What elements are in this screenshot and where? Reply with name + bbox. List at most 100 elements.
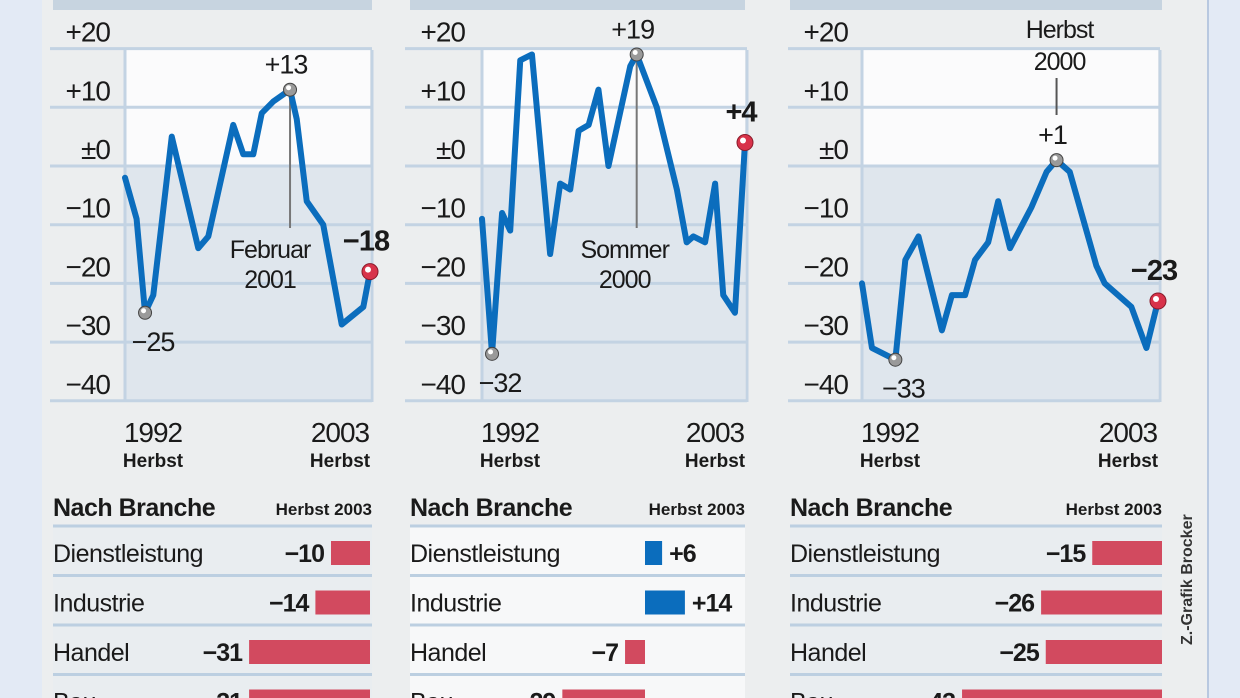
x-start-year: 1992 xyxy=(861,417,920,448)
panel-title-strip xyxy=(410,0,745,10)
x-start-year: 1992 xyxy=(481,417,540,448)
branch-row: Industrie −14 xyxy=(53,574,372,626)
peak-label: +19 xyxy=(611,14,654,44)
marker-highlight xyxy=(1052,155,1058,161)
branch-row: Handel −25 xyxy=(790,623,1162,675)
branch-value: −25 xyxy=(999,639,1040,667)
row-background xyxy=(53,527,372,576)
min-label: −33 xyxy=(882,374,925,404)
panel-3: +20 +10 ±0 −10 −20 −30 −40 1992 Herbst 2003 Herbst… xyxy=(788,0,1179,698)
y-tick-label: −20 xyxy=(66,251,111,282)
y-tick-label: ±0 xyxy=(81,134,110,165)
x-end-season: Herbst xyxy=(310,451,371,472)
branch-value: −10 xyxy=(285,540,325,568)
callout-label: Sommer xyxy=(580,236,669,264)
branch-value: −43 xyxy=(916,689,956,698)
branch-label: Bau xyxy=(53,689,96,698)
y-tick-label: −40 xyxy=(421,369,466,400)
branch-label: Dienstleistung xyxy=(53,540,203,568)
callout-label: 2000 xyxy=(599,266,651,294)
branch-label: Bau xyxy=(410,689,453,698)
y-tick-label: ±0 xyxy=(819,134,848,165)
y-tick-label: −30 xyxy=(421,310,466,341)
branch-bar xyxy=(249,640,370,664)
marker-highlight xyxy=(141,308,147,314)
x-end-season: Herbst xyxy=(1098,451,1159,472)
branch-bar xyxy=(1045,640,1162,664)
marker-highlight xyxy=(891,355,897,361)
branch-label: Industrie xyxy=(790,590,881,618)
branch-row: Bau −29 xyxy=(410,673,745,698)
branch-table: Nach Branche Herbst 2003 Dienstleistung +6 I… xyxy=(410,494,745,698)
end-label: +4 xyxy=(725,97,757,129)
panel-2: +20 +10 ±0 −10 −20 −30 −40 1992 Herbst 2003 Herbst… xyxy=(405,0,758,698)
peak-label: +1 xyxy=(1038,120,1067,150)
branch-label: Dienstleistung xyxy=(410,540,560,568)
branch-bar xyxy=(962,689,1162,698)
y-tick-label: −40 xyxy=(66,369,111,400)
x-start-season: Herbst xyxy=(123,451,184,472)
min-label: −32 xyxy=(479,368,522,398)
marker-highlight xyxy=(488,349,494,355)
branch-value: −31 xyxy=(203,689,244,698)
branch-row: Industrie −26 xyxy=(790,574,1162,626)
y-tick-label: −30 xyxy=(66,310,111,341)
row-background xyxy=(410,527,745,576)
y-tick-label: +20 xyxy=(66,17,111,48)
series-line xyxy=(479,51,748,357)
callout-label: 2001 xyxy=(244,266,296,294)
branch-label: Industrie xyxy=(410,590,501,618)
y-tick-label: −40 xyxy=(804,369,849,400)
y-tick-label: −10 xyxy=(421,193,466,224)
y-tick-label: −20 xyxy=(804,251,849,282)
callout-label: Herbst xyxy=(1026,16,1095,44)
branch-bar xyxy=(625,640,645,664)
branch-bar xyxy=(1041,590,1162,615)
branch-table-title: Nach Branche xyxy=(790,494,953,522)
branch-table-period: Herbst 2003 xyxy=(276,500,372,519)
row-background xyxy=(410,576,745,626)
branch-value: −7 xyxy=(592,639,619,667)
x-start-season: Herbst xyxy=(480,451,541,472)
branch-bar xyxy=(1092,541,1162,565)
branch-label: Bau xyxy=(790,689,833,698)
branch-bar xyxy=(315,590,370,615)
marker-highlight xyxy=(1153,296,1159,303)
branch-table-title: Nach Branche xyxy=(53,494,216,522)
branch-table: Nach Branche Herbst 2003 Dienstleistung −10… xyxy=(53,494,372,698)
branch-row: Industrie +14 xyxy=(410,574,745,626)
marker-highlight xyxy=(286,85,292,91)
end-label: −23 xyxy=(1131,255,1178,287)
branch-row: Handel −7 xyxy=(410,623,745,675)
branch-label: Industrie xyxy=(53,590,144,618)
branch-bar xyxy=(331,541,370,565)
branch-bar xyxy=(249,689,370,698)
y-tick-label: +10 xyxy=(421,75,466,106)
y-tick-label: +10 xyxy=(66,75,111,106)
panel-title-strip xyxy=(53,0,372,10)
branch-table: Nach Branche Herbst 2003 Dienstleistung −15… xyxy=(790,494,1162,698)
branch-label: Handel xyxy=(410,639,486,667)
y-tick-label: +10 xyxy=(804,75,849,106)
marker-highlight xyxy=(365,266,371,273)
y-tick-label: −10 xyxy=(66,193,111,224)
y-tick-label: −10 xyxy=(804,193,849,224)
row-background xyxy=(410,626,745,675)
branch-value: +6 xyxy=(669,540,696,568)
branch-bar xyxy=(562,689,645,698)
callout-label: 2000 xyxy=(1034,48,1086,76)
y-tick-label: +20 xyxy=(804,17,849,48)
right-margin xyxy=(1208,0,1240,698)
min-label: −25 xyxy=(132,327,175,357)
branch-row: Dienstleistung −15 xyxy=(790,524,1162,576)
end-label: −18 xyxy=(343,226,390,258)
branch-row: Dienstleistung +6 xyxy=(410,524,745,576)
branch-row: Handel −31 xyxy=(53,623,372,675)
x-end-season: Herbst xyxy=(685,451,746,472)
marker-highlight xyxy=(632,49,638,55)
x-start-season: Herbst xyxy=(860,451,921,472)
branch-label: Handel xyxy=(53,639,129,667)
branch-row: Bau −31 xyxy=(53,673,372,698)
branch-table-title: Nach Branche xyxy=(410,494,573,522)
